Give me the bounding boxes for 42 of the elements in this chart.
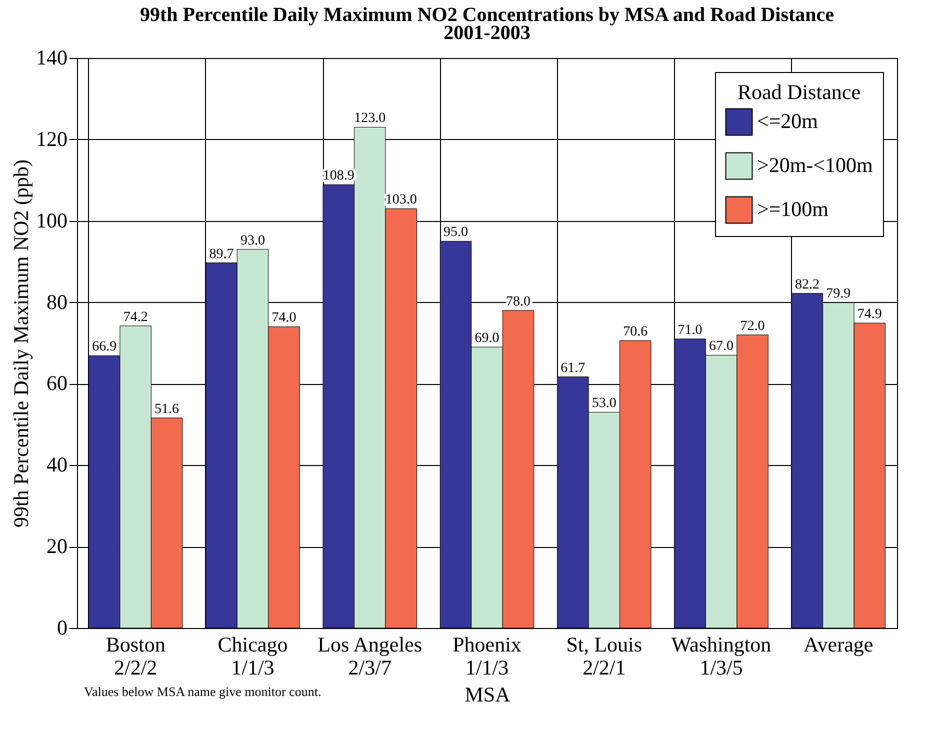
legend-label: >=100m (757, 197, 829, 221)
y-tick-label: 20 (46, 534, 68, 558)
x-tick-label: Boston 2/2/2 (106, 632, 166, 680)
y-tick-label: 120 (36, 126, 68, 151)
data-label: 71.0 (678, 322, 702, 338)
data-label: 74.0 (272, 310, 296, 326)
legend-label: >20m-<100m (757, 153, 873, 177)
legend-label: <=20m (757, 109, 818, 133)
data-label: 123.0 (354, 111, 386, 126)
x-tick-label: Washington 1/3/5 (671, 632, 772, 680)
data-label: 66.9 (92, 340, 117, 355)
data-label: 69.0 (474, 331, 500, 346)
data-label: 74.2 (123, 310, 148, 325)
x-tick-label: Chicago 1/1/3 (218, 632, 288, 680)
data-label: 72.0 (740, 318, 765, 334)
data-label: 79.9 (826, 286, 851, 302)
data-label: 103.0 (385, 192, 417, 208)
y-tick-label: 140 (36, 46, 68, 70)
data-label: 93.0 (240, 233, 265, 248)
data-label: 89.7 (209, 246, 234, 262)
text: Values below MSA name give monitor count. (84, 684, 322, 700)
data-label: 74.9 (857, 307, 882, 322)
legend-title: Road Distance (737, 80, 861, 104)
y-tick-label: 80 (46, 290, 68, 314)
data-label: 53.0 (592, 396, 616, 412)
y-tick-label: 60 (46, 371, 68, 396)
x-tick-label: St, Louis 2/2/1 (566, 632, 642, 680)
x-tick-label: Los Angeles 2/3/7 (318, 632, 422, 680)
data-label: 108.9 (322, 168, 354, 184)
data-label: 51.6 (154, 402, 180, 417)
y-tick-label: 0 (57, 616, 68, 640)
y-axis-title: 99th Percentile Daily Maximum NO2 (ppb) (9, 159, 33, 528)
data-label: 61.7 (560, 360, 586, 376)
data-label: 67.0 (709, 339, 734, 354)
x-tick-label: Average (804, 632, 874, 656)
y-tick-label: 100 (36, 208, 68, 232)
data-label: 70.6 (623, 324, 648, 340)
y-tick-label: 40 (46, 452, 68, 477)
x-tick-label: Phoenix 1/1/3 (452, 632, 522, 680)
x-axis-title: MSA (464, 682, 512, 706)
data-label: 82.2 (794, 277, 820, 292)
data-label: 95.0 (444, 225, 468, 240)
